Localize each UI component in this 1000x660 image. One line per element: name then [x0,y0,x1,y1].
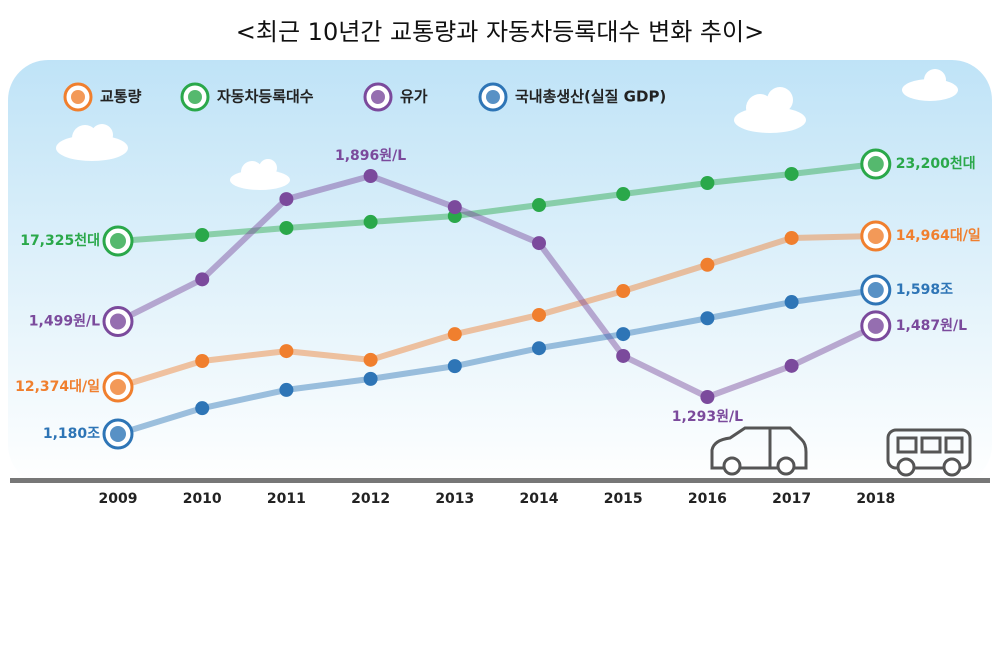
marker [195,272,210,287]
data-label: 1,499원/L [29,314,100,330]
marker [616,327,631,342]
x-tick-label: 2016 [688,491,727,507]
icon-core [867,228,884,244]
marker [279,192,294,207]
marker [700,176,715,191]
data-label: 17,325천대 [20,233,100,249]
marker [532,236,546,251]
data-label: 1,487원/L [896,318,967,334]
legend-icon-core [371,90,385,104]
series-line [116,173,878,400]
series-line [117,287,877,437]
marker [279,382,294,397]
x-tick-label: 2013 [435,491,474,507]
ground [10,478,990,483]
marker [616,348,631,363]
icon-core [867,282,884,298]
marker [447,359,462,374]
x-tick-label: 2011 [267,491,306,507]
x-tick-label: 2014 [520,491,559,507]
marker [195,228,210,243]
data-label: 1,896원/L [335,148,406,164]
legend-label: 자동차등록대수 [217,88,314,106]
marker [700,257,715,272]
icon-core [110,426,126,442]
vehicle-icons [710,426,972,477]
icon-core [867,317,884,334]
icon-core [110,313,126,330]
data-label: 12,374대/일 [15,379,100,395]
legend-icon-core [188,90,202,104]
data-label: 23,200천대 [896,156,976,172]
legend-label: 유가 [400,88,428,106]
marker [616,284,631,299]
legend-icon-core [71,90,85,104]
data-label: 1,598조 [896,282,953,298]
chart-title: <최근 10년간 교통량과 자동차등록대수 변화 추이> [236,18,764,46]
marker [532,341,546,356]
marker [195,401,210,416]
marker [279,344,294,359]
marker [363,352,378,367]
x-tick-label: 2015 [604,491,643,507]
legend-label: 국내총생산(실질 GDP) [515,88,666,106]
data-label: 1,293원/L [672,409,743,425]
marker [784,166,799,181]
x-tick-label: 2018 [856,491,895,507]
marker [363,214,378,229]
x-tick-label: 2017 [772,491,811,507]
data-label: 14,964대/일 [896,228,981,244]
legend-label: 교통량 [100,88,142,106]
series-line [117,161,877,244]
marker [279,220,294,235]
marker [195,353,210,368]
x-tick-label: 2010 [183,491,222,507]
marker [700,390,715,404]
icon-core [110,233,126,249]
clouds [56,69,958,190]
data-label: 1,180조 [43,426,100,442]
marker [784,358,799,373]
marker [447,327,462,342]
x-tick-label: 2009 [99,491,138,507]
icon-core [867,156,884,172]
marker [447,200,462,215]
marker [700,311,715,326]
marker [784,295,799,310]
series-line [117,233,876,390]
marker [784,230,799,245]
marker [532,307,546,322]
marker [616,187,631,202]
marker [363,169,378,183]
legend-icon-core [486,90,500,104]
marker [363,371,378,386]
marker [532,198,546,213]
icon-core [110,379,126,395]
x-tick-label: 2012 [351,491,390,507]
